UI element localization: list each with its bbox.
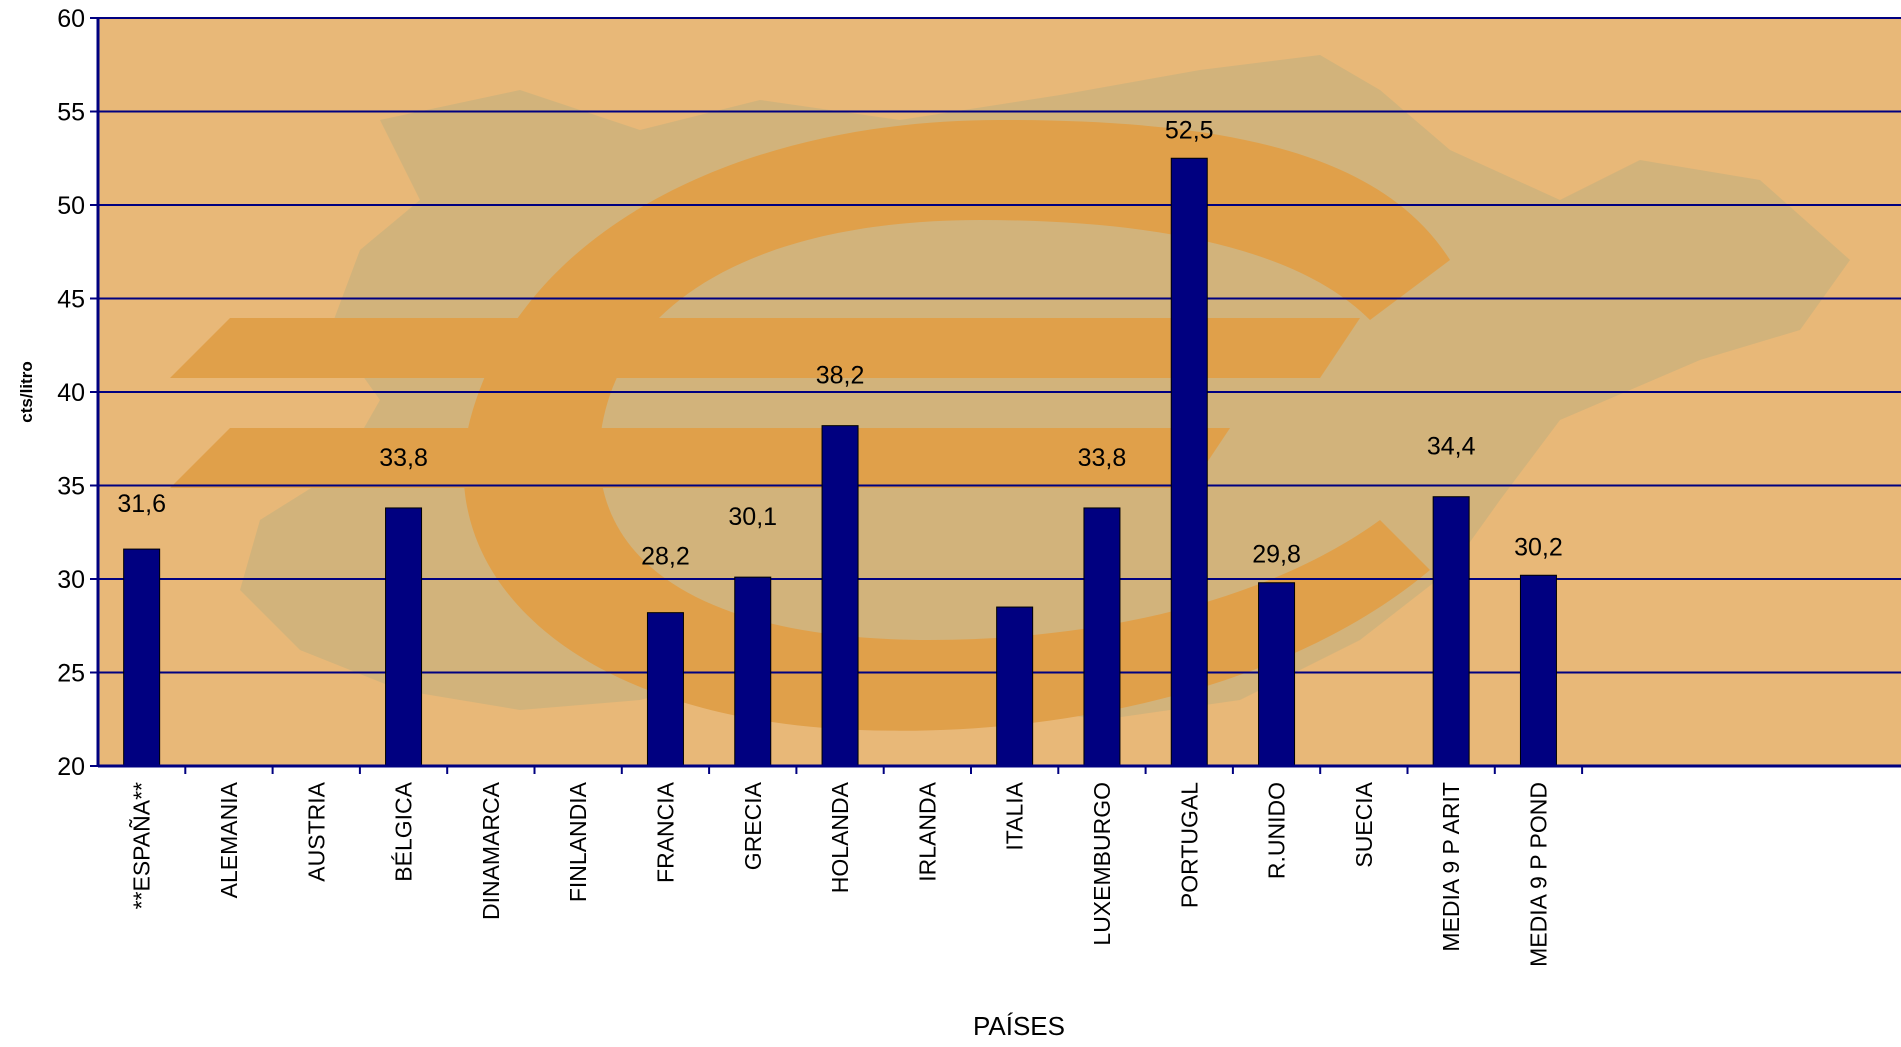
bar-portugal [1170,157,1208,767]
x-tick-label-b-lgica: BÉLGICA [391,781,417,881]
x-tick-label-francia: FRANCIA [652,781,678,883]
y-tick-label-40: 40 [57,379,85,407]
data-label-grecia: 30,1 [728,503,777,531]
data-label-r-unido: 29,8 [1252,541,1301,569]
x-tick-label-austria: AUSTRIA [303,781,329,881]
x-axis: **ESPAÑA** ALEMANIA AUSTRIA BÉLGICA DINAMARC… [98,764,1901,967]
y-tick-label-55: 55 [57,99,85,127]
data-label-francia: 28,2 [641,543,690,571]
x-tick-label-irlanda: IRLANDA [914,781,940,881]
y-tick-label-30: 30 [57,566,85,594]
y-tick-label-25: 25 [57,660,85,688]
bar-r-unido [1258,582,1296,767]
data-label-b-lgica: 33,8 [379,444,428,472]
y-tick-label-20: 20 [57,753,85,781]
data-label-portugal: 52,5 [1165,116,1214,144]
y-axis: 20 25 30 35 40 45 50 55 60 [57,5,100,781]
data-label-espa-a: 31,6 [117,490,166,518]
y-tick-label-35: 35 [57,473,85,501]
x-tick-label-media-9-p-arit: MEDIA 9 P ARIT [1438,782,1464,952]
bar-grecia [734,576,772,767]
bar-francia [646,612,684,767]
x-tick-label-r-unido: R.UNIDO [1264,782,1290,879]
bar-italia [996,606,1034,767]
x-tick-label-grecia: GRECIA [740,781,766,870]
x-tick-label-espa-a: **ESPAÑA** [129,782,155,909]
bar-luxemburgo [1083,507,1121,767]
euro-symbol-arc [463,120,1450,731]
bar-b-lgica [385,507,423,767]
y-axis-title: cts/litro [17,361,36,422]
data-label-media-9-p-arit: 34,4 [1427,433,1476,461]
euro-symbol-lower-bar [170,428,1230,488]
x-tick-label-luxemburgo: LUXEMBURGO [1089,782,1115,946]
euro-symbol-upper-bar [170,318,1360,378]
y-tick-label-50: 50 [57,192,85,220]
bar-holanda [821,425,859,767]
x-tick-label-alemania: ALEMANIA [216,781,242,898]
x-tick-label-finlandia: FINLANDIA [565,781,591,902]
bar-media-9-p-arit [1432,496,1470,767]
bar-media-9-p-pond [1519,574,1557,767]
y-tick-label-45: 45 [57,286,85,314]
x-tick-label-holanda: HOLANDA [827,781,853,893]
x-tick-label-italia: ITALIA [1002,781,1028,850]
bars [123,157,1557,767]
x-axis-title: PAÍSES [973,1011,1065,1041]
x-tick-label-media-9-p-pond: MEDIA 9 P POND [1525,782,1551,967]
x-tick-label-dinamarca: DINAMARCA [478,781,504,920]
data-label-luxemburgo: 33,8 [1078,444,1127,472]
data-labels: 31,6 33,8 28,2 30,1 38,2 33,8 52,5 29,8 34,4 30,2 [117,116,1562,570]
x-tick-label-suecia: SUECIA [1351,781,1377,867]
data-label-media-9-p-pond: 30,2 [1514,533,1563,561]
x-tick-label-portugal: PORTUGAL [1176,782,1202,908]
y-tick-label-60: 60 [57,5,85,33]
data-label-holanda: 38,2 [816,362,865,390]
bar-espa-a [123,548,161,767]
